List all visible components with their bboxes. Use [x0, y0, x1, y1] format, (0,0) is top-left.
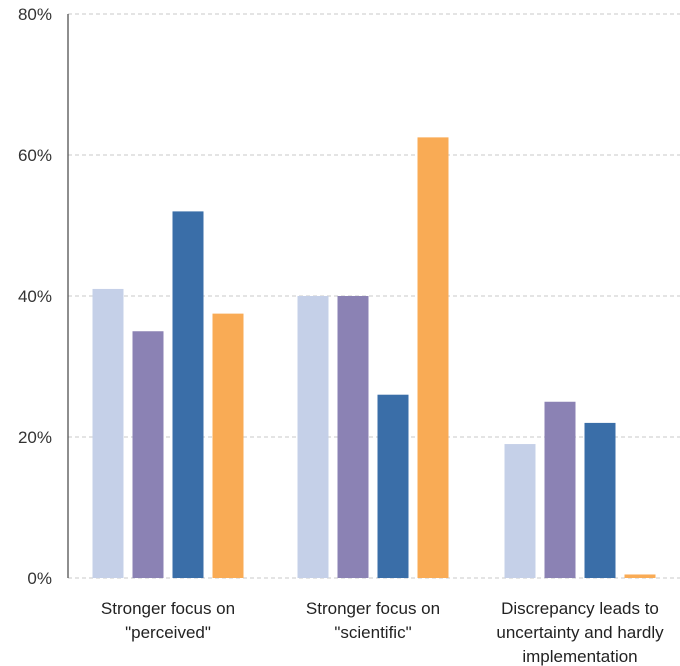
- x-category-label: Discrepancy leads to uncertainty and hard…: [496, 599, 664, 666]
- category-label-line: uncertainty and hardly: [496, 623, 664, 642]
- bar: [584, 422, 616, 578]
- category-label-line: "scientific": [334, 623, 411, 642]
- y-tick-label: 0%: [27, 569, 52, 588]
- bar: [132, 331, 164, 578]
- category-label-line: "perceived": [125, 623, 211, 642]
- bar: [377, 394, 409, 578]
- x-category-label: Stronger focus on "scientific": [306, 599, 440, 642]
- y-axis-tick-labels: 0% 20% 40% 60% 80%: [18, 5, 52, 588]
- bars: [92, 137, 656, 578]
- bar: [417, 137, 449, 578]
- y-tick-label: 40%: [18, 287, 52, 306]
- x-category-label: Stronger focus on "perceived": [101, 599, 235, 642]
- x-axis-category-labels: Stronger focus on "perceived"Stronger foc…: [101, 599, 664, 666]
- y-tick-label: 80%: [18, 5, 52, 24]
- category-label-line: implementation: [522, 647, 637, 666]
- y-tick-label: 60%: [18, 146, 52, 165]
- bar: [212, 313, 244, 578]
- bar: [172, 211, 204, 578]
- bar: [92, 288, 124, 578]
- y-tick-label: 20%: [18, 428, 52, 447]
- bar: [337, 296, 369, 578]
- bar: [297, 296, 329, 578]
- bar: [544, 401, 576, 578]
- gridlines: [68, 13, 680, 579]
- category-label-line: Discrepancy leads to: [501, 599, 659, 618]
- bar: [504, 444, 536, 578]
- category-label-line: Stronger focus on: [101, 599, 235, 618]
- category-label-line: Stronger focus on: [306, 599, 440, 618]
- bar: [624, 574, 656, 578]
